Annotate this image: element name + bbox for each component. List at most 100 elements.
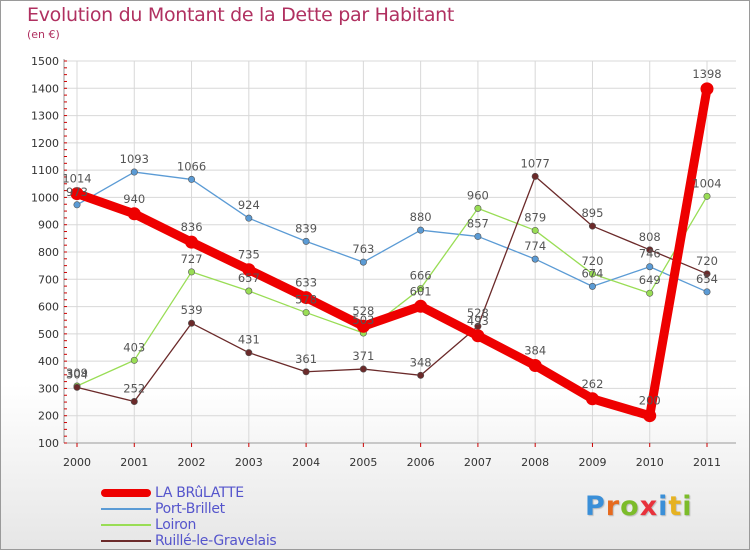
data-point	[245, 349, 253, 357]
series-line	[76, 195, 708, 387]
series-line	[72, 84, 712, 421]
data-point	[471, 329, 485, 343]
data-point	[414, 299, 428, 313]
legend-label-ruille-le-gravelais: Ruillé-le-Gravelais	[155, 533, 277, 549]
series-port-brillet	[73, 168, 711, 296]
data-label: 940	[123, 192, 145, 206]
y-tick-label: 1100	[31, 164, 59, 177]
data-label: 674	[581, 266, 603, 280]
legend-swatch-loiron	[101, 524, 151, 526]
data-point	[531, 255, 539, 263]
data-point	[130, 398, 138, 406]
data-point	[588, 222, 596, 230]
y-tick-label: 200	[38, 410, 59, 423]
data-point	[703, 192, 711, 200]
data-label: 633	[295, 276, 317, 290]
legend-label-port-brillet: Port-Brillet	[155, 501, 225, 517]
data-label: 735	[238, 248, 260, 262]
data-label: 654	[696, 272, 718, 286]
data-label: 924	[238, 198, 260, 212]
data-label: 895	[581, 206, 603, 220]
series-line	[76, 171, 708, 293]
series-line	[76, 175, 708, 403]
chart-subtitle: (en €)	[27, 28, 60, 41]
y-tick-label: 1200	[31, 137, 59, 150]
data-label: 1093	[120, 152, 149, 166]
data-label: 857	[467, 216, 489, 230]
data-label: 200	[639, 394, 661, 408]
y-tick-label: 800	[38, 246, 59, 259]
data-point	[73, 201, 81, 209]
series-loiron	[73, 192, 711, 390]
legend-item-port-brillet[interactable]: Port-Brillet	[101, 501, 276, 517]
legend-swatch-ruille-le-gravelais	[101, 540, 151, 542]
legend-item-loiron[interactable]: Loiron	[101, 517, 276, 533]
x-tick-label: 2010	[636, 456, 664, 469]
data-label: 262	[581, 377, 603, 391]
y-tick-label: 1500	[31, 55, 59, 68]
data-point	[127, 207, 141, 221]
data-label: 578	[295, 293, 317, 307]
data-label: 649	[639, 273, 661, 287]
legend-label-loiron: Loiron	[155, 517, 197, 533]
data-point	[245, 214, 253, 222]
data-point	[302, 368, 310, 376]
data-label: 1014	[62, 172, 91, 186]
legend-swatch-port-brillet	[101, 508, 151, 510]
data-point	[245, 287, 253, 295]
data-label: 528	[352, 304, 374, 318]
data-point	[299, 291, 313, 305]
data-point	[73, 383, 81, 391]
data-label: 727	[181, 252, 203, 266]
data-label: 348	[410, 355, 432, 369]
data-label: 503	[352, 313, 374, 327]
y-tick-label: 700	[38, 273, 59, 286]
data-point	[646, 263, 654, 271]
x-tick-label: 2005	[349, 456, 377, 469]
data-point	[588, 282, 596, 290]
series-la-br-latte	[70, 82, 714, 423]
data-point	[188, 175, 196, 183]
data-label: 836	[181, 220, 203, 234]
data-point	[703, 288, 711, 296]
data-point	[188, 319, 196, 327]
x-tick-label: 2003	[235, 456, 263, 469]
data-point	[242, 263, 256, 277]
data-label: 774	[524, 239, 546, 253]
data-label: 371	[352, 349, 374, 363]
data-label: 973	[66, 185, 88, 199]
data-point	[130, 356, 138, 364]
y-tick-label: 400	[38, 355, 59, 368]
y-tick-label: 900	[38, 219, 59, 232]
data-point	[703, 270, 711, 278]
data-label: 252	[123, 382, 145, 396]
legend-label-la-brulatte: LA BRûLATTE	[155, 485, 244, 501]
y-tick-label: 300	[38, 382, 59, 395]
data-label: 880	[410, 210, 432, 224]
data-label: 1066	[177, 159, 206, 173]
data-point	[474, 204, 482, 212]
x-tick-label: 2002	[178, 456, 206, 469]
data-point	[528, 359, 542, 373]
x-tick-label: 2009	[578, 456, 606, 469]
data-label: 839	[295, 221, 317, 235]
legend-swatch-la-brulatte	[101, 489, 151, 497]
data-label: 879	[524, 210, 546, 224]
x-tick-label: 2000	[63, 456, 91, 469]
legend-item-ruille-le-gravelais[interactable]: Ruillé-le-Gravelais	[101, 533, 277, 549]
data-label: 720	[581, 254, 603, 268]
data-point	[643, 409, 657, 423]
data-point	[302, 309, 310, 317]
data-point	[531, 226, 539, 234]
data-label: 528	[467, 306, 489, 320]
x-tick-label: 2011	[693, 456, 721, 469]
data-point	[188, 268, 196, 276]
data-point	[585, 392, 599, 406]
legend-item-la-brulatte[interactable]: LA BRûLATTE	[101, 485, 276, 501]
data-label: 1004	[692, 176, 721, 190]
data-point	[359, 258, 367, 266]
data-label: 403	[123, 340, 145, 354]
data-point	[417, 285, 425, 293]
